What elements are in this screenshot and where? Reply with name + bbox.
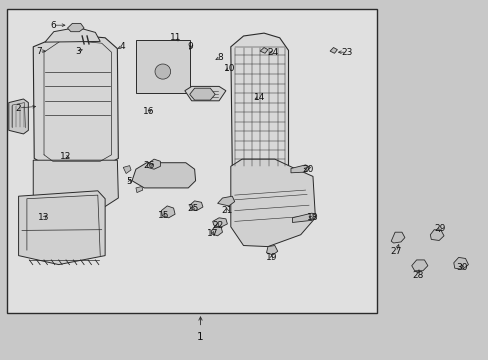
Polygon shape <box>189 201 203 211</box>
Bar <box>136 40 189 93</box>
Text: 15: 15 <box>158 211 169 220</box>
Polygon shape <box>45 27 100 42</box>
Polygon shape <box>329 48 337 53</box>
Ellipse shape <box>155 64 170 79</box>
Polygon shape <box>189 88 215 100</box>
Text: 28: 28 <box>411 271 423 280</box>
Polygon shape <box>390 232 404 243</box>
Text: 17: 17 <box>206 230 218 239</box>
Text: 25: 25 <box>187 204 199 213</box>
Polygon shape <box>19 191 105 265</box>
Text: 2: 2 <box>16 104 21 112</box>
Text: 13: 13 <box>38 213 50 222</box>
Polygon shape <box>217 196 234 206</box>
Polygon shape <box>9 99 28 134</box>
Text: 3: 3 <box>75 46 81 55</box>
Text: 6: 6 <box>50 21 56 30</box>
Text: 29: 29 <box>433 224 445 233</box>
Polygon shape <box>453 257 468 269</box>
Polygon shape <box>266 246 277 255</box>
Polygon shape <box>290 165 310 173</box>
Text: 8: 8 <box>217 53 223 62</box>
Text: 4: 4 <box>119 42 125 51</box>
Polygon shape <box>33 34 118 166</box>
Polygon shape <box>211 226 222 236</box>
Text: 21: 21 <box>221 206 233 215</box>
Polygon shape <box>260 48 267 53</box>
Polygon shape <box>136 186 142 193</box>
Text: 18: 18 <box>306 213 318 222</box>
Text: 19: 19 <box>265 253 277 262</box>
Polygon shape <box>184 86 225 101</box>
Polygon shape <box>429 230 443 240</box>
Polygon shape <box>212 218 227 228</box>
Text: 11: 11 <box>170 33 182 42</box>
Text: 5: 5 <box>126 177 132 186</box>
Text: 9: 9 <box>187 42 193 51</box>
Polygon shape <box>147 159 160 169</box>
Text: 27: 27 <box>389 248 401 256</box>
Text: 14: 14 <box>253 93 264 102</box>
Text: 7: 7 <box>36 46 42 55</box>
Polygon shape <box>292 213 316 222</box>
Polygon shape <box>411 260 427 271</box>
Polygon shape <box>67 23 84 32</box>
Text: 23: 23 <box>341 48 352 57</box>
Polygon shape <box>161 206 175 218</box>
Polygon shape <box>230 159 315 247</box>
Text: 12: 12 <box>60 152 72 161</box>
Text: 22: 22 <box>211 220 223 230</box>
Polygon shape <box>123 166 131 174</box>
Text: 10: 10 <box>224 64 235 73</box>
Text: 24: 24 <box>266 48 278 57</box>
Text: 20: 20 <box>302 165 313 174</box>
Text: 1: 1 <box>197 332 203 342</box>
Polygon shape <box>132 163 195 188</box>
Polygon shape <box>230 33 288 176</box>
Text: 26: 26 <box>143 161 155 170</box>
Text: 30: 30 <box>455 263 467 271</box>
Bar <box>7 9 376 313</box>
Polygon shape <box>33 160 118 208</box>
Text: 16: 16 <box>143 107 155 116</box>
